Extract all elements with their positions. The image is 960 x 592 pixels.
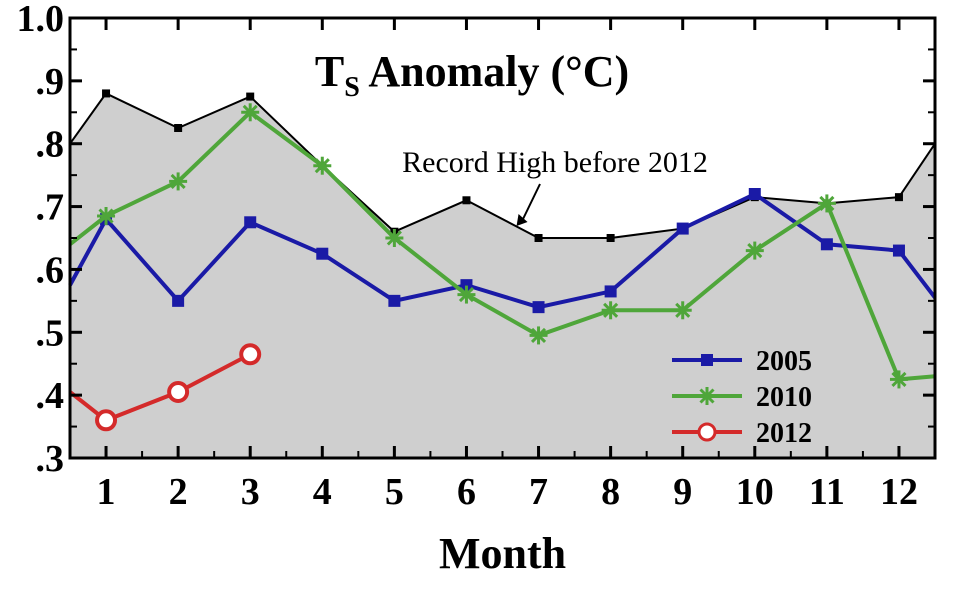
data-point-2010 (889, 370, 908, 389)
annotation-arrowhead (516, 214, 528, 226)
record-high-point (534, 234, 543, 242)
star-stroke (891, 371, 907, 387)
series-line-2012 (68, 352, 252, 423)
x-tick-label: 1 (97, 471, 116, 513)
legend-label-2010: 2010 (756, 382, 812, 413)
star-stroke (699, 388, 715, 404)
star-stroke (242, 104, 258, 120)
data-point-2005 (676, 222, 689, 235)
record-high-point (102, 89, 111, 98)
x-axis-label: Month (439, 529, 566, 578)
data-point-2010 (457, 285, 476, 304)
x-tick-label: 12 (880, 471, 918, 513)
data-point-2012 (167, 381, 190, 403)
legend-marker-2012 (697, 422, 717, 442)
y-tick-label: .3 (36, 438, 65, 480)
record-high-point (606, 234, 615, 242)
data-point-2010 (601, 301, 620, 320)
series-line-2005 (68, 191, 937, 310)
data-point-2010 (817, 194, 836, 213)
x-tick-label: 9 (673, 471, 692, 513)
data-point-2005 (604, 285, 617, 298)
star-stroke (530, 327, 547, 343)
record-high-point (246, 92, 255, 101)
data-point-2010 (673, 301, 692, 320)
legend-marker-2005 (701, 354, 713, 366)
legend-marker-2010 (698, 387, 716, 405)
series-line-2010 (68, 109, 936, 382)
star-stroke (819, 195, 835, 211)
star-stroke (458, 287, 475, 303)
data-point-2010 (529, 326, 548, 345)
y-tick-label: .8 (36, 124, 65, 166)
record-high-point (174, 124, 183, 132)
legend-label-2005: 2005 (756, 346, 812, 377)
legend: 2005 2010 2012 (672, 346, 812, 449)
x-tick-label: 7 (529, 471, 548, 513)
y-tick-label: .4 (36, 375, 65, 417)
star-stroke (386, 230, 402, 246)
star-stroke (603, 302, 619, 318)
y-tick-label: .7 (36, 187, 65, 229)
x-tick-label: 2 (169, 471, 188, 513)
data-point-2012 (95, 409, 118, 432)
data-point-2005 (172, 294, 185, 307)
chart-title: TS Anomaly (°C) (315, 47, 629, 103)
record-high-fill (70, 93, 935, 458)
x-tick-label: 4 (313, 471, 332, 513)
x-tick-label: 10 (736, 471, 774, 513)
star-stroke (314, 158, 330, 174)
star-stroke (747, 243, 763, 259)
x-tick-label: 3 (241, 471, 260, 513)
data-point-2012 (239, 343, 262, 366)
data-point-2005 (316, 247, 329, 260)
record-high-annotation: Record High before 2012 (402, 146, 708, 179)
legend-label-2012: 2012 (756, 418, 812, 449)
axes (68, 16, 937, 460)
star-stroke (170, 173, 186, 189)
x-tick-label: 8 (601, 471, 620, 513)
data-point-2005 (748, 188, 761, 200)
x-tick-label: 5 (385, 471, 404, 513)
record-high-point (462, 196, 471, 205)
record-high-line (69, 92, 936, 239)
data-point-2010 (241, 103, 260, 122)
y-tick-label: .6 (36, 249, 65, 291)
labels: .3.4.5.6.7.8.91.01 2 3 4 5 6 7 8 9 10 11 12MonthTS … (17, 0, 918, 578)
data-point-2005 (820, 238, 833, 251)
data-point-2005 (532, 301, 545, 314)
annotation-arrow (521, 183, 541, 221)
y-tick-label: .5 (36, 312, 65, 354)
data-point-2005 (388, 294, 401, 307)
star-stroke (675, 302, 691, 318)
y-tick-label: .9 (36, 61, 65, 103)
data-point-2010 (385, 229, 404, 247)
record-high-point (894, 193, 903, 202)
data-point-2005 (244, 216, 257, 229)
data-point-2010 (745, 241, 764, 260)
data-point-2010 (169, 172, 188, 191)
data-point-2005 (460, 279, 473, 292)
x-tick-label: 11 (809, 471, 845, 513)
star-stroke (98, 208, 114, 224)
y-tick-label: 1.0 (17, 0, 65, 40)
data-point-2010 (313, 156, 332, 175)
data-point-2010 (97, 207, 116, 225)
x-tick-label: 6 (457, 471, 476, 513)
data-point-2005 (892, 244, 905, 257)
series-lines (68, 103, 937, 432)
